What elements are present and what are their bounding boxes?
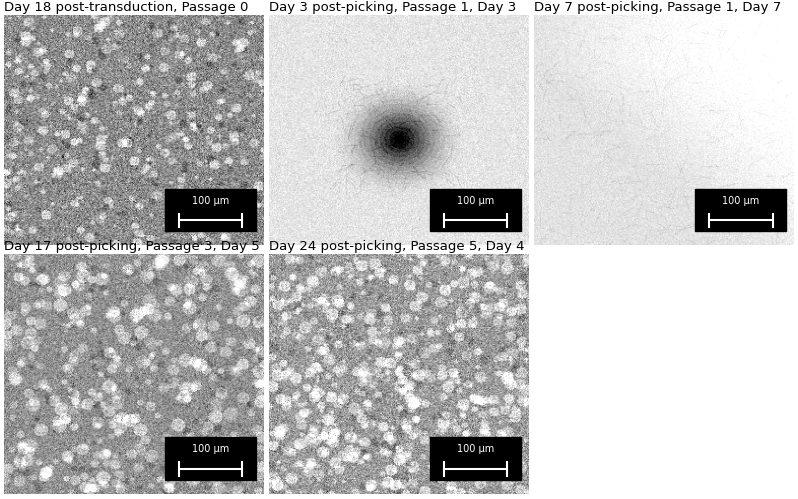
Text: 100 μm: 100 μm (192, 196, 229, 206)
Text: Day 18 post-transduction, Passage 0: Day 18 post-transduction, Passage 0 (4, 1, 248, 14)
Bar (430, 190, 521, 231)
Text: Day 24 post-picking, Passage 5, Day 4: Day 24 post-picking, Passage 5, Day 4 (269, 241, 524, 253)
Bar (165, 437, 256, 480)
Bar (165, 190, 256, 231)
Text: Day 17 post-picking, Passage 3, Day 5: Day 17 post-picking, Passage 3, Day 5 (4, 241, 259, 253)
Bar (695, 190, 786, 231)
Text: 100 μm: 100 μm (457, 444, 494, 454)
Bar (430, 437, 521, 480)
Text: Day 7 post-picking, Passage 1, Day 7: Day 7 post-picking, Passage 1, Day 7 (534, 1, 781, 14)
Text: 100 μm: 100 μm (457, 196, 494, 206)
Text: 100 μm: 100 μm (722, 196, 760, 206)
Text: 100 μm: 100 μm (192, 444, 229, 454)
Text: Day 3 post-picking, Passage 1, Day 3: Day 3 post-picking, Passage 1, Day 3 (269, 1, 516, 14)
